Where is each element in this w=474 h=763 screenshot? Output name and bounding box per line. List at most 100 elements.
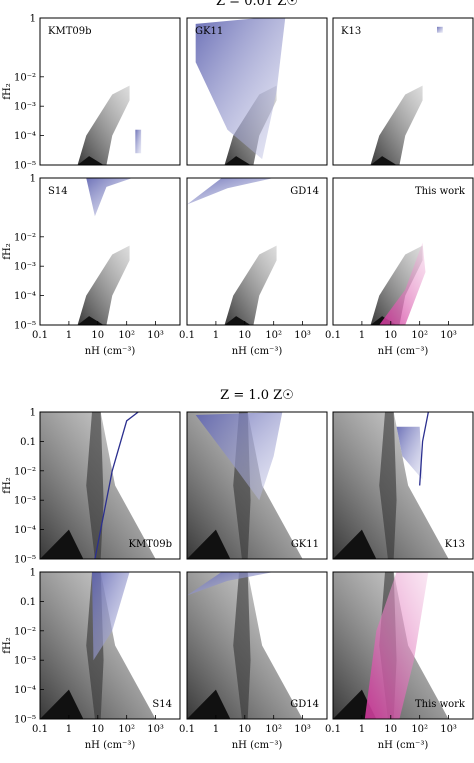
- y-tick-label: 10⁻⁴: [14, 291, 36, 302]
- panel-label: K13: [341, 26, 361, 37]
- x-tick-label: 1: [66, 330, 72, 341]
- group-title: Z = 1.0 Z☉: [220, 388, 294, 403]
- y-tick-label: 1: [30, 174, 36, 185]
- density-core: [333, 529, 377, 559]
- y-tick-label: 10⁻²: [14, 466, 36, 477]
- x-axis-label: nH (cm⁻³): [85, 346, 136, 357]
- x-tick-label: 10: [91, 330, 104, 341]
- x-tick-label: 0.1: [179, 724, 195, 735]
- panel-label: GK11: [291, 539, 319, 550]
- x-axis-label: nH (cm⁻³): [378, 740, 429, 751]
- y-tick-label: 1: [30, 568, 36, 579]
- density-gray: [224, 245, 277, 325]
- density-gray: [370, 85, 423, 165]
- y-axis-label: fH₂: [2, 637, 13, 653]
- panel-frame: [186, 571, 328, 720]
- panel-frame: [39, 411, 181, 560]
- y-tick-label: 1: [30, 408, 36, 419]
- model-density: [195, 18, 286, 160]
- y-tick-label: 10⁻⁴: [14, 525, 36, 536]
- model-line: [94, 412, 139, 559]
- panel-frame: [332, 177, 474, 326]
- model-density: [187, 572, 274, 596]
- x-tick-label: 1: [66, 724, 72, 735]
- panel-frame: [39, 571, 181, 720]
- x-tick-label: 0.1: [325, 724, 341, 735]
- x-tick-label: 10³: [147, 330, 164, 341]
- density-core: [224, 316, 251, 325]
- x-tick-label: 0.1: [179, 330, 195, 341]
- panel-label: GK11: [195, 26, 223, 37]
- panel-label: S14: [48, 186, 68, 197]
- model-density: [187, 178, 274, 205]
- density-band: [233, 572, 251, 719]
- y-tick-label: 10⁻²: [14, 232, 36, 243]
- density-core: [187, 689, 231, 719]
- panel-label: This work: [415, 699, 466, 710]
- panel-frame: [332, 411, 474, 560]
- y-axis-label: fH₂: [2, 477, 13, 493]
- x-axis-label: nH (cm⁻³): [232, 740, 283, 751]
- x-tick-label: 10²: [411, 330, 428, 341]
- x-tick-label: 0.1: [32, 330, 48, 341]
- density-gray: [77, 245, 130, 325]
- density-core: [187, 529, 231, 559]
- panel-label: S14: [152, 699, 172, 710]
- x-tick-label: 1: [213, 724, 219, 735]
- panel-label: K13: [445, 539, 465, 550]
- density-core: [40, 529, 84, 559]
- y-tick-label: 10⁻³: [14, 262, 36, 273]
- panel-frame: [332, 17, 474, 166]
- model-density: [86, 178, 133, 217]
- panel-label: KMT09b: [48, 26, 92, 37]
- x-tick-label: 1: [359, 724, 365, 735]
- model-density: [364, 572, 429, 719]
- model-density: [135, 129, 142, 154]
- panel-frame: [186, 177, 328, 326]
- density-core: [77, 316, 104, 325]
- density-band: [379, 412, 397, 559]
- x-tick-label: 10²: [118, 724, 135, 735]
- model-density: [92, 572, 130, 661]
- density-gray: [370, 245, 423, 325]
- x-tick-label: 10²: [118, 330, 135, 341]
- x-tick-label: 10³: [440, 724, 457, 735]
- group-title: Z = 0.01 Z☉: [216, 0, 298, 9]
- y-tick-label: 10⁻³: [14, 656, 36, 667]
- x-tick-label: 10³: [147, 724, 164, 735]
- y-tick-label: 10⁻⁴: [14, 685, 36, 696]
- x-tick-label: 10²: [265, 330, 282, 341]
- x-tick-label: 1: [359, 330, 365, 341]
- density-band: [86, 412, 104, 559]
- panel-frame: [332, 571, 474, 720]
- model-density: [437, 26, 443, 33]
- density-core: [224, 156, 251, 165]
- panel-frame: [39, 177, 181, 326]
- panel-label: KMT09b: [128, 539, 172, 550]
- model-density: [396, 426, 423, 480]
- density-core: [77, 156, 104, 165]
- x-tick-label: 10: [238, 330, 251, 341]
- y-tick-label: 10⁻³: [14, 496, 36, 507]
- x-tick-label: 10: [91, 724, 104, 735]
- y-tick-label: 10⁻⁴: [14, 131, 36, 142]
- y-tick-label: 10⁻²: [14, 626, 36, 637]
- model-density: [195, 412, 283, 501]
- x-axis-label: nH (cm⁻³): [378, 346, 429, 357]
- model-line: [419, 412, 429, 486]
- y-tick-label: 10⁻³: [14, 102, 36, 113]
- x-tick-label: 1: [213, 330, 219, 341]
- model-density: [379, 242, 426, 325]
- panel-frame: [39, 17, 181, 166]
- x-tick-label: 10²: [265, 724, 282, 735]
- density-core: [333, 689, 377, 719]
- panel-label: GD14: [290, 699, 319, 710]
- panel-frame: [186, 411, 328, 560]
- panel-frame: [186, 17, 328, 166]
- y-tick-label: 0.1: [20, 437, 36, 448]
- x-tick-label: 10: [238, 724, 251, 735]
- x-axis-label: nH (cm⁻³): [85, 740, 136, 751]
- x-tick-label: 0.1: [32, 724, 48, 735]
- x-axis-label: nH (cm⁻³): [232, 346, 283, 357]
